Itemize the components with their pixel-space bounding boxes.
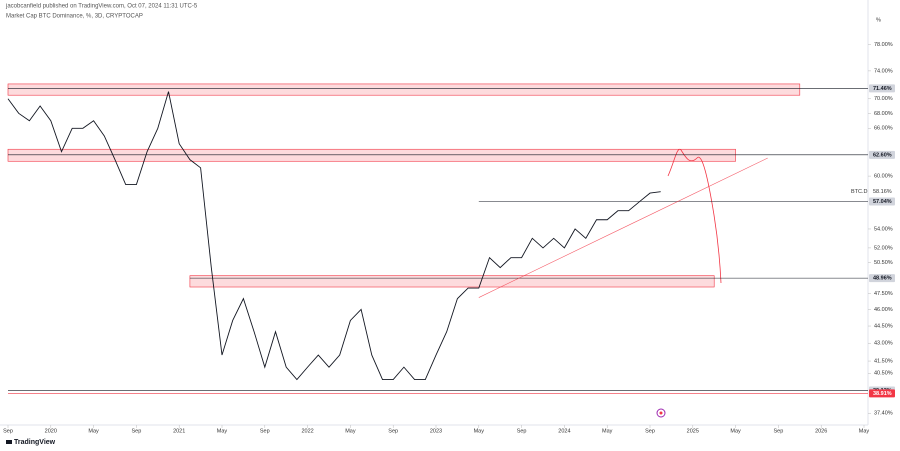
x-tick-label: Sep xyxy=(260,428,270,434)
x-tick-label: Sep xyxy=(645,428,655,434)
brand-logo xyxy=(6,440,12,444)
y-tick-label: 46.00% xyxy=(874,307,893,313)
x-tick-label: 2020 xyxy=(45,428,57,434)
level-label-box xyxy=(869,150,895,159)
x-tick-label: May xyxy=(474,428,485,434)
x-tick-label: Sep xyxy=(774,428,784,434)
y-tick-label: 44.50% xyxy=(874,323,893,329)
y-tick-label: 40.50% xyxy=(874,371,893,377)
level-label: 48.96% xyxy=(873,276,892,282)
brand: TradingView xyxy=(6,439,56,446)
x-tick-label: May xyxy=(88,428,99,434)
y-tick-label: 47.50% xyxy=(874,291,893,297)
y-tick-label: 54.00% xyxy=(874,226,893,232)
x-tick-label: May xyxy=(859,428,870,434)
x-tick-label: May xyxy=(345,428,356,434)
y-tick-label: 60.00% xyxy=(874,174,893,180)
scale-mark: % xyxy=(876,17,881,23)
x-tick-label: 2022 xyxy=(301,428,313,434)
trendline xyxy=(478,157,768,298)
x-tick-label: 2023 xyxy=(430,428,442,434)
series-name: BTC.D xyxy=(851,189,868,195)
y-tick-label: 50.50% xyxy=(874,260,893,266)
x-tick-label: Sep xyxy=(132,428,142,434)
brand-name: TradingView xyxy=(14,439,56,446)
x-tick-label: May xyxy=(730,428,741,434)
level-label-box xyxy=(869,389,895,398)
y-tick-label: 66.00% xyxy=(874,126,893,132)
y-tick-label: 52.00% xyxy=(874,245,893,251)
level-label-box xyxy=(869,84,895,93)
y-tick-label: 70.00% xyxy=(874,96,893,102)
zone xyxy=(7,148,736,162)
y-tick-label: 68.00% xyxy=(874,111,893,117)
zone xyxy=(189,275,715,288)
y-tick-label: 37.40% xyxy=(874,411,893,417)
publisher: jacobcanfield published on TradingView.c… xyxy=(5,4,198,10)
x-tick-label: Sep xyxy=(388,428,398,434)
x-tick-label: May xyxy=(602,428,613,434)
x-tick-label: Sep xyxy=(517,428,527,434)
event-icon-dot xyxy=(659,411,663,415)
y-tick-label: 78.00% xyxy=(874,42,893,48)
level-label: 57.04% xyxy=(873,199,892,205)
x-tick-label: 2025 xyxy=(687,428,699,434)
x-tick-label: 2021 xyxy=(173,428,185,434)
x-tick-label: Sep xyxy=(3,428,13,434)
y-tick-label: 43.00% xyxy=(874,341,893,347)
event-icon xyxy=(656,408,666,418)
y-tick-label: 41.50% xyxy=(874,359,893,365)
level-label: 38.91% xyxy=(873,391,892,397)
last-value-label: 58.16% xyxy=(873,189,892,195)
zone xyxy=(7,83,801,96)
price-line xyxy=(7,91,661,381)
projection-curve xyxy=(667,148,722,284)
level-label: 62.60% xyxy=(873,152,892,158)
level-label-box xyxy=(869,197,895,206)
level-label: 71.46% xyxy=(873,86,892,92)
level-label-box xyxy=(869,274,895,283)
x-tick-label: May xyxy=(217,428,228,434)
x-tick-label: 2026 xyxy=(815,428,827,434)
y-tick-label: 74.00% xyxy=(874,68,893,74)
x-tick-label: 2024 xyxy=(558,428,570,434)
symbol-title: Market Cap BTC Dominance, %, 3D, CRYPTOC… xyxy=(6,14,143,20)
